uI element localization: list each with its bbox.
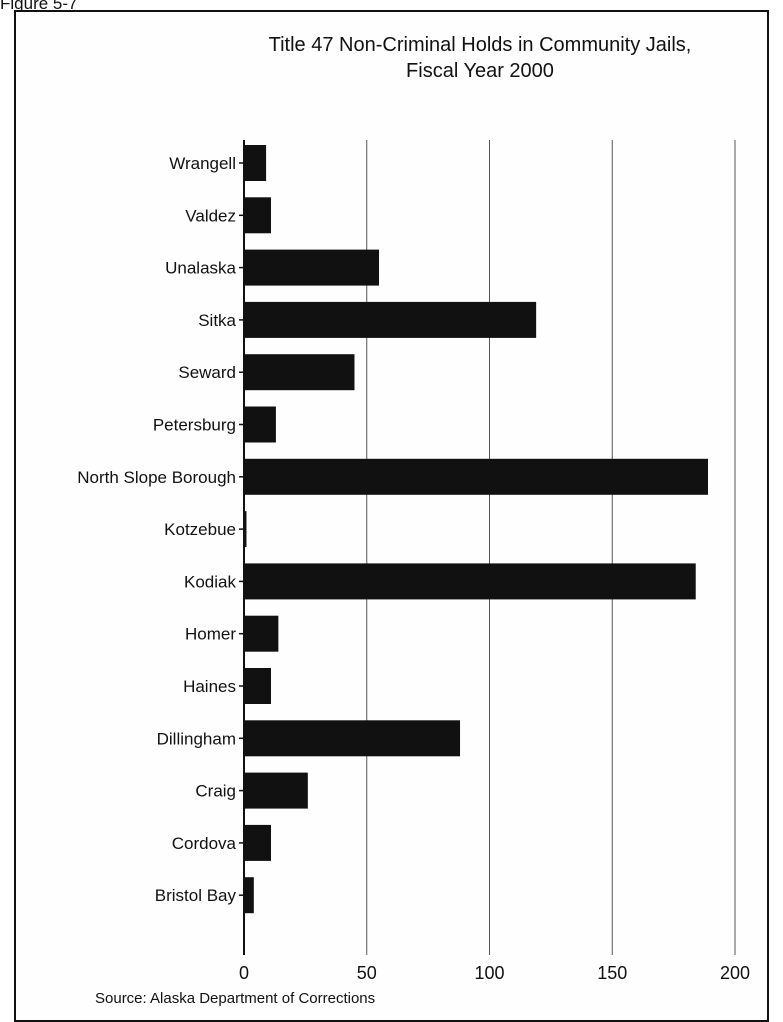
category-label: Petersburg — [153, 416, 236, 435]
category-label: Kotzebue — [164, 520, 236, 539]
x-tick-label: 50 — [357, 963, 377, 983]
chart-title: Title 47 Non-Criminal Holds in Community… — [268, 34, 692, 56]
figure-label: Figure 5-7 — [0, 0, 78, 13]
bar — [244, 668, 272, 704]
category-label: Dillingham — [157, 729, 236, 748]
category-label: Sitka — [198, 311, 236, 330]
category-label: Homer — [185, 625, 236, 644]
bar — [244, 458, 708, 495]
bar — [244, 511, 247, 548]
bar — [244, 145, 267, 181]
source-note: Source: Alaska Department of Corrections — [95, 990, 376, 1007]
category-label: Craig — [195, 782, 236, 801]
bar — [244, 824, 272, 861]
category-label: Cordova — [172, 834, 237, 853]
bar — [244, 720, 461, 757]
x-tick-label: 150 — [597, 963, 627, 983]
bar — [244, 249, 380, 286]
bar — [244, 301, 537, 338]
x-tick-label: 100 — [474, 963, 504, 983]
bar — [244, 563, 696, 600]
bar — [244, 354, 355, 391]
bar — [244, 615, 279, 652]
bar — [244, 197, 272, 234]
chart-frame — [14, 10, 769, 1022]
x-tick-label: 0 — [239, 963, 249, 983]
x-tick-label: 200 — [720, 963, 750, 983]
bar — [244, 877, 254, 914]
bar — [244, 406, 276, 443]
category-label: Haines — [183, 677, 236, 696]
category-label: Kodiak — [184, 572, 236, 591]
category-label: Unalaska — [165, 259, 236, 278]
category-label: North Slope Borough — [77, 468, 236, 487]
category-label: Bristol Bay — [155, 886, 237, 905]
category-label: Valdez — [185, 206, 236, 225]
bar — [244, 772, 308, 809]
category-label: Wrangell — [169, 154, 236, 173]
category-label: Seward — [178, 363, 236, 382]
chart-subtitle: Fiscal Year 2000 — [406, 60, 554, 82]
